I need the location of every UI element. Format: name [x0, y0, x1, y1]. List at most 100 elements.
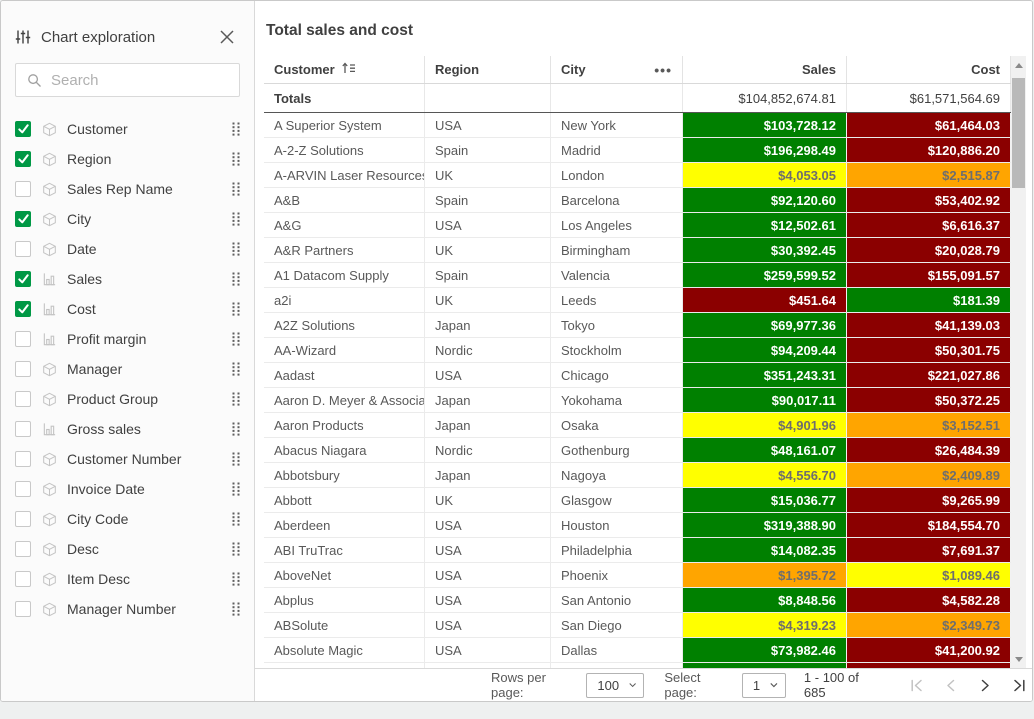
cell-city[interactable]: Nagoya [551, 463, 683, 487]
table-row[interactable]: ABI TruTrac USA Philadelphia $14,082.35 … [264, 538, 1011, 563]
table-row[interactable]: A-ARVIN Laser Resources UK London $4,053… [264, 163, 1011, 188]
cell-region[interactable]: USA [425, 588, 551, 612]
cell-cost[interactable]: $4,582.28 [847, 588, 1011, 612]
cell-customer[interactable]: Absolute Magic [264, 638, 425, 662]
field-checkbox[interactable] [15, 271, 31, 287]
cell-region[interactable]: USA [425, 363, 551, 387]
close-icon[interactable] [218, 28, 236, 46]
cell-sales[interactable]: $90,017.11 [683, 388, 847, 412]
cell-sales[interactable]: $103,728.12 [683, 113, 847, 137]
cell-region[interactable]: UK [425, 163, 551, 187]
sidebar-field-item[interactable]: Sales Rep Name [1, 174, 254, 204]
cell-cost[interactable]: $26,484.39 [847, 438, 1011, 462]
column-header-cost[interactable]: Cost [847, 56, 1011, 83]
scrollbar-thumb[interactable] [1012, 78, 1025, 188]
cell-sales[interactable]: $69,977.36 [683, 313, 847, 337]
sidebar-field-item[interactable]: Date [1, 234, 254, 264]
cell-region[interactable]: USA [425, 213, 551, 237]
drag-handle-icon[interactable] [232, 422, 241, 436]
drag-handle-icon[interactable] [232, 242, 241, 256]
cell-customer[interactable]: A&R Partners [264, 238, 425, 262]
cell-cost[interactable]: $221,027.86 [847, 363, 1011, 387]
cell-cost[interactable]: $120,886.20 [847, 138, 1011, 162]
cell-city[interactable]: Gothenburg [551, 438, 683, 462]
cell-sales[interactable]: $12,502.61 [683, 213, 847, 237]
table-row[interactable]: Abbotsbury Japan Nagoya $4,556.70 $2,409… [264, 463, 1011, 488]
cell-customer[interactable]: A Superior System [264, 113, 425, 137]
sidebar-field-item[interactable]: Item Desc [1, 564, 254, 594]
field-checkbox[interactable] [15, 331, 31, 347]
cell-sales[interactable]: $259,599.52 [683, 263, 847, 287]
cell-region[interactable]: UK [425, 488, 551, 512]
ellipsis-icon[interactable]: ••• [654, 61, 672, 78]
cell-customer[interactable]: A&B [264, 188, 425, 212]
cell-city[interactable]: Madrid [551, 138, 683, 162]
drag-handle-icon[interactable] [232, 482, 241, 496]
cell-sales[interactable]: $73,982.46 [683, 638, 847, 662]
cell-customer[interactable]: Abacus Niagara [264, 438, 425, 462]
cell-region[interactable]: USA [425, 638, 551, 662]
cell-customer[interactable]: A-2-Z Solutions [264, 138, 425, 162]
cell-cost[interactable]: $41,139.03 [847, 313, 1011, 337]
next-page-icon[interactable] [972, 672, 998, 698]
table-row[interactable]: a2i UK Leeds $451.64 $181.39 [264, 288, 1011, 313]
cell-customer[interactable]: Aadast [264, 363, 425, 387]
field-checkbox[interactable] [15, 511, 31, 527]
cell-customer[interactable]: AboveNet [264, 563, 425, 587]
table-row[interactable]: Aaron D. Meyer & Associates Japan Yokoha… [264, 388, 1011, 413]
table-row[interactable]: Aberdeen USA Houston $319,388.90 $184,55… [264, 513, 1011, 538]
field-checkbox[interactable] [15, 211, 31, 227]
cell-cost[interactable]: $53,402.92 [847, 188, 1011, 212]
cell-region[interactable]: Japan [425, 463, 551, 487]
cell-customer[interactable]: Aaron D. Meyer & Associates [264, 388, 425, 412]
sidebar-field-item[interactable]: Customer [1, 114, 254, 144]
field-checkbox[interactable] [15, 301, 31, 317]
column-header-customer[interactable]: Customer [264, 56, 425, 83]
cell-cost[interactable]: $2,515.87 [847, 163, 1011, 187]
cell-customer[interactable]: Abbotsbury [264, 463, 425, 487]
drag-handle-icon[interactable] [232, 512, 241, 526]
drag-handle-icon[interactable] [232, 182, 241, 196]
cell-sales[interactable]: $92,120.60 [683, 188, 847, 212]
table-row[interactable]: A Superior System USA New York $103,728.… [264, 113, 1011, 138]
cell-city[interactable]: New York [551, 113, 683, 137]
scroll-up-icon[interactable] [1011, 58, 1026, 72]
drag-handle-icon[interactable] [232, 332, 241, 346]
field-checkbox[interactable] [15, 361, 31, 377]
cell-sales[interactable]: $451.64 [683, 288, 847, 312]
sidebar-field-item[interactable]: Region [1, 144, 254, 174]
cell-city[interactable]: San Diego [551, 613, 683, 637]
field-checkbox[interactable] [15, 571, 31, 587]
select-page-select[interactable]: 1 [741, 672, 786, 698]
cell-cost[interactable]: $6,616.37 [847, 213, 1011, 237]
cell-city[interactable]: Los Angeles [551, 213, 683, 237]
table-row[interactable]: A-2-Z Solutions Spain Madrid $196,298.49… [264, 138, 1011, 163]
table-row[interactable]: ABSolute USA San Diego $4,319.23 $2,349.… [264, 613, 1011, 638]
sidebar-field-item[interactable]: Manager [1, 354, 254, 384]
table-row[interactable]: A&R Partners UK Birmingham $30,392.45 $2… [264, 238, 1011, 263]
cell-sales[interactable]: $1,395.72 [683, 563, 847, 587]
cell-region[interactable]: Nordic [425, 338, 551, 362]
field-checkbox[interactable] [15, 421, 31, 437]
cell-customer[interactable]: ABI TruTrac [264, 538, 425, 562]
sidebar-field-item[interactable]: Desc [1, 534, 254, 564]
table-row[interactable]: AboveNet USA Phoenix $1,395.72 $1,089.46 [264, 563, 1011, 588]
table-row[interactable]: AA-Wizard Nordic Stockholm $94,209.44 $5… [264, 338, 1011, 363]
cell-sales[interactable]: $4,556.70 [683, 463, 847, 487]
cell-region[interactable]: Spain [425, 263, 551, 287]
cell-customer[interactable]: a2i [264, 288, 425, 312]
cell-region[interactable]: Nordic [425, 438, 551, 462]
cell-customer[interactable]: Abplus [264, 588, 425, 612]
cell-region[interactable]: Japan [425, 413, 551, 437]
drag-handle-icon[interactable] [232, 602, 241, 616]
cell-cost[interactable]: $181.39 [847, 288, 1011, 312]
sidebar-field-item[interactable]: Invoice Date [1, 474, 254, 504]
cell-region[interactable]: UK [425, 288, 551, 312]
cell-city[interactable]: Tokyo [551, 313, 683, 337]
sidebar-field-item[interactable]: Customer Number [1, 444, 254, 474]
cell-sales[interactable]: $4,053.05 [683, 163, 847, 187]
sidebar-field-item[interactable]: City [1, 204, 254, 234]
field-checkbox[interactable] [15, 391, 31, 407]
cell-customer[interactable]: AA-Wizard [264, 338, 425, 362]
cell-city[interactable]: Dallas [551, 638, 683, 662]
